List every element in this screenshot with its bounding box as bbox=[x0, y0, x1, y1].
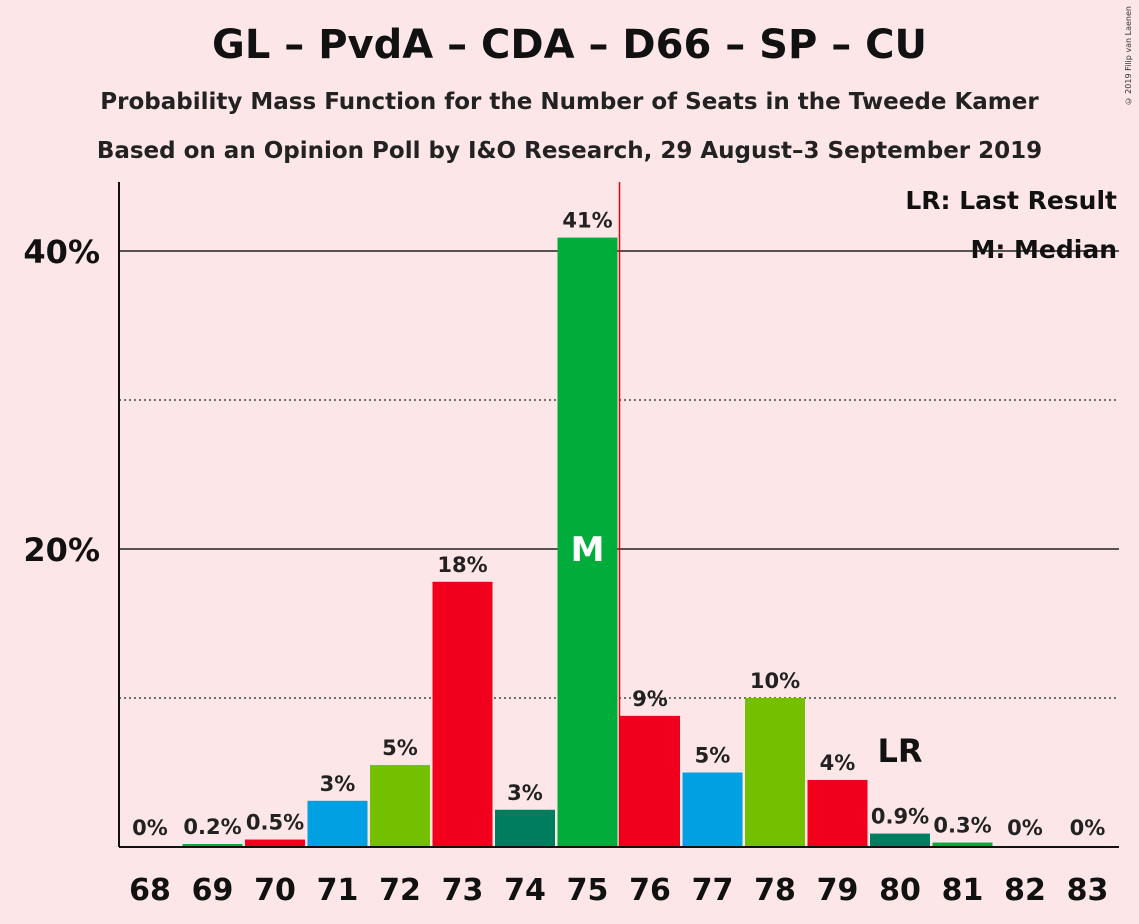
data-label-seats-80: 0.9% bbox=[871, 805, 929, 829]
x-tick-label: 70 bbox=[254, 873, 296, 908]
chart-title: GL – PvdA – CDA – D66 – SP – CU bbox=[212, 22, 927, 68]
y-tick-label: 40% bbox=[23, 233, 100, 271]
x-tick-label: 76 bbox=[629, 873, 671, 908]
x-tick-label: 80 bbox=[879, 873, 921, 908]
data-label-seats-71: 3% bbox=[320, 772, 356, 796]
last-result-marker: LR bbox=[877, 732, 922, 770]
data-label-seats-74: 3% bbox=[507, 781, 543, 805]
bar-seats-75 bbox=[557, 237, 618, 848]
x-tick-label: 69 bbox=[192, 873, 234, 908]
x-tick-label: 78 bbox=[754, 873, 796, 908]
data-label-seats-81: 0.3% bbox=[933, 814, 991, 838]
bar-seats-77 bbox=[682, 772, 743, 847]
x-tick-label: 71 bbox=[317, 873, 359, 908]
chart-subtitle: Probability Mass Function for the Number… bbox=[100, 89, 1039, 115]
bar-seats-70 bbox=[245, 839, 305, 847]
data-label-seats-83: 0% bbox=[1070, 816, 1106, 840]
bar-seats-78 bbox=[745, 698, 805, 847]
data-label-seats-79: 4% bbox=[820, 751, 856, 775]
data-label-seats-68: 0% bbox=[132, 816, 168, 840]
bar-seats-79 bbox=[807, 779, 868, 847]
x-tick-label: 82 bbox=[1004, 873, 1046, 908]
x-tick-label: 75 bbox=[567, 873, 609, 908]
bar-seats-72 bbox=[370, 765, 430, 847]
data-label-seats-73: 18% bbox=[437, 553, 487, 577]
x-tick-label: 83 bbox=[1067, 873, 1109, 908]
x-tick-label: 74 bbox=[504, 873, 546, 908]
legend-median: M: Median bbox=[970, 235, 1117, 264]
data-label-seats-70: 0.5% bbox=[246, 811, 304, 835]
bar-seats-76 bbox=[620, 715, 680, 847]
median-marker: M bbox=[571, 530, 605, 570]
y-tick-label: 20% bbox=[23, 531, 100, 569]
chart-source-line: Based on an Opinion Poll by I&O Research… bbox=[96, 138, 1043, 164]
x-tick-label: 72 bbox=[379, 873, 421, 908]
bar-seats-69 bbox=[182, 844, 243, 847]
x-tick-label: 81 bbox=[942, 873, 984, 908]
bar-seats-73 bbox=[432, 581, 493, 847]
x-tick-label: 79 bbox=[817, 873, 859, 908]
data-label-seats-78: 10% bbox=[750, 669, 800, 693]
bar-seats-81 bbox=[932, 842, 993, 847]
bar-seats-74 bbox=[495, 809, 555, 847]
x-tick-label: 68 bbox=[129, 873, 171, 908]
bar-seats-71 bbox=[307, 800, 368, 847]
bar-seats-80 bbox=[870, 833, 930, 847]
data-label-seats-75: 41% bbox=[562, 209, 612, 233]
data-label-seats-72: 5% bbox=[382, 736, 418, 760]
x-tick-label: 73 bbox=[442, 873, 484, 908]
legend-last-result: LR: Last Result bbox=[905, 186, 1117, 215]
data-label-seats-76: 9% bbox=[632, 687, 668, 711]
data-label-seats-69: 0.2% bbox=[183, 815, 241, 839]
data-label-seats-82: 0% bbox=[1007, 816, 1043, 840]
data-label-seats-77: 5% bbox=[695, 744, 731, 768]
x-tick-label: 77 bbox=[692, 873, 734, 908]
